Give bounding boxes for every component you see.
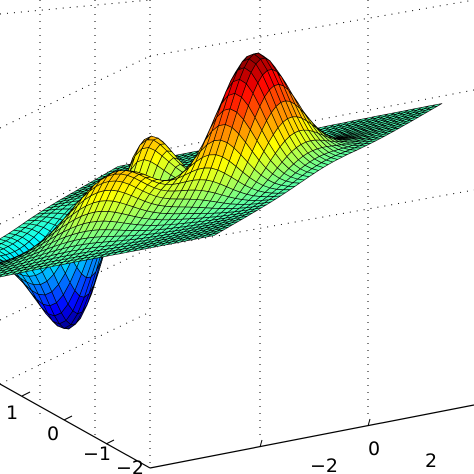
surface-face [0, 243, 2, 245]
surface-face [0, 267, 4, 271]
surface-face [0, 266, 2, 269]
y-tick-label: 2 [425, 450, 437, 472]
x-tick-label: −1 [83, 443, 111, 465]
surface-face [0, 274, 4, 277]
surface-face [0, 247, 4, 251]
y-tick-mark [259, 439, 263, 448]
surface-face [0, 261, 3, 264]
x-tick-mark [21, 391, 31, 397]
plot-axes: 1 0 −1 −2 2 −2 0 2 [0, 383, 474, 474]
x-tick-mark [105, 439, 115, 445]
y-axis-line [149, 404, 474, 469]
x-tick-label: −2 [116, 457, 144, 474]
surface-face [0, 272, 2, 274]
y-tick-label: −2 [310, 455, 338, 474]
y-tick-mark [367, 418, 371, 427]
grid-line [149, 0, 474, 57]
grid-line [0, 0, 151, 15]
surface-face [0, 258, 3, 262]
y-tick-label: 2 [262, 471, 274, 474]
surface-face [0, 272, 10, 278]
x-tick-label: 1 [6, 402, 18, 424]
surface-mesh [0, 52, 443, 330]
y-tick-label: 0 [368, 438, 380, 460]
x-tick-label: 0 [47, 423, 59, 445]
x-tick-mark [63, 415, 73, 421]
surface-face [0, 255, 1, 257]
x-axis-line [0, 383, 151, 469]
surface-face [0, 262, 5, 266]
grid-line [0, 55, 151, 129]
